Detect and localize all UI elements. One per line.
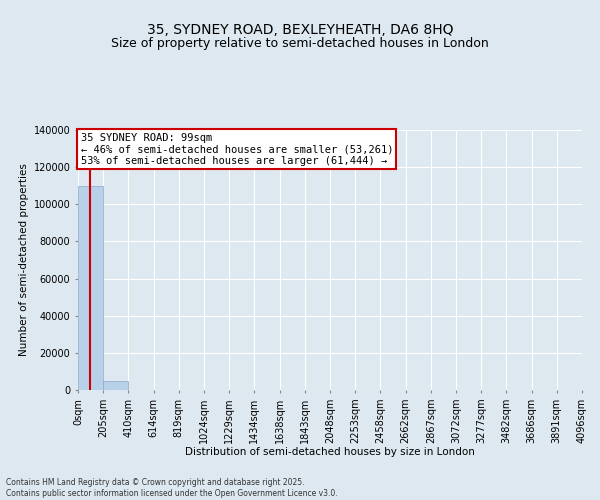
Text: 35, SYDNEY ROAD, BEXLEYHEATH, DA6 8HQ: 35, SYDNEY ROAD, BEXLEYHEATH, DA6 8HQ	[147, 22, 453, 36]
X-axis label: Distribution of semi-detached houses by size in London: Distribution of semi-detached houses by …	[185, 448, 475, 458]
Text: Size of property relative to semi-detached houses in London: Size of property relative to semi-detach…	[111, 38, 489, 51]
Text: 35 SYDNEY ROAD: 99sqm
← 46% of semi-detached houses are smaller (53,261)
53% of : 35 SYDNEY ROAD: 99sqm ← 46% of semi-deta…	[80, 132, 393, 166]
Bar	[103, 382, 128, 390]
Text: Contains HM Land Registry data © Crown copyright and database right 2025.
Contai: Contains HM Land Registry data © Crown c…	[6, 478, 338, 498]
Bar	[78, 186, 103, 390]
Y-axis label: Number of semi-detached properties: Number of semi-detached properties	[19, 164, 29, 356]
